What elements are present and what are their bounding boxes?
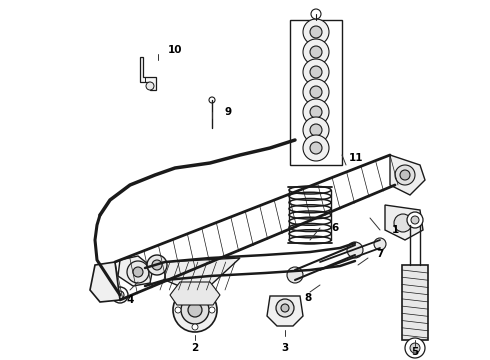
- Circle shape: [192, 290, 198, 296]
- Circle shape: [400, 170, 410, 180]
- Circle shape: [303, 99, 329, 125]
- Circle shape: [209, 307, 215, 313]
- Text: 5: 5: [412, 347, 418, 357]
- Polygon shape: [390, 155, 425, 195]
- Circle shape: [310, 46, 322, 58]
- Circle shape: [310, 86, 322, 98]
- Circle shape: [116, 291, 124, 299]
- Circle shape: [173, 288, 217, 332]
- Polygon shape: [165, 258, 240, 295]
- Circle shape: [394, 214, 412, 232]
- Circle shape: [347, 242, 363, 258]
- Polygon shape: [90, 262, 120, 302]
- Bar: [402, 265, 428, 340]
- Circle shape: [181, 296, 209, 324]
- Polygon shape: [385, 205, 423, 240]
- Text: 2: 2: [192, 343, 198, 353]
- Bar: [290, 20, 342, 165]
- Circle shape: [395, 165, 415, 185]
- Circle shape: [147, 255, 167, 275]
- Circle shape: [303, 79, 329, 105]
- Circle shape: [405, 338, 425, 358]
- Polygon shape: [267, 296, 303, 326]
- Circle shape: [310, 142, 322, 154]
- Circle shape: [303, 39, 329, 65]
- Circle shape: [112, 287, 128, 303]
- Circle shape: [281, 304, 289, 312]
- Circle shape: [303, 59, 329, 85]
- Circle shape: [127, 261, 149, 283]
- Text: 8: 8: [304, 293, 312, 303]
- Text: 7: 7: [376, 249, 384, 259]
- Text: 9: 9: [224, 107, 232, 117]
- Circle shape: [303, 135, 329, 161]
- Circle shape: [310, 66, 322, 78]
- Text: 6: 6: [331, 223, 339, 233]
- Circle shape: [146, 82, 154, 90]
- Circle shape: [192, 324, 198, 330]
- Circle shape: [133, 267, 143, 277]
- Circle shape: [407, 212, 423, 228]
- Circle shape: [311, 9, 321, 19]
- Polygon shape: [118, 256, 153, 286]
- Circle shape: [411, 216, 419, 224]
- Text: 1: 1: [392, 225, 399, 235]
- Circle shape: [152, 260, 162, 270]
- Text: 11: 11: [349, 153, 363, 163]
- Circle shape: [188, 303, 202, 317]
- Circle shape: [310, 106, 322, 118]
- Circle shape: [287, 267, 303, 283]
- Circle shape: [303, 19, 329, 45]
- Circle shape: [276, 299, 294, 317]
- Circle shape: [209, 97, 215, 103]
- Circle shape: [310, 124, 322, 136]
- Text: 4: 4: [126, 295, 134, 305]
- Text: 3: 3: [281, 343, 289, 353]
- Circle shape: [410, 343, 420, 353]
- Circle shape: [374, 238, 386, 250]
- Text: 10: 10: [168, 45, 182, 55]
- Circle shape: [310, 26, 322, 38]
- Circle shape: [175, 307, 181, 313]
- Polygon shape: [170, 282, 220, 305]
- Circle shape: [303, 117, 329, 143]
- Polygon shape: [140, 57, 156, 90]
